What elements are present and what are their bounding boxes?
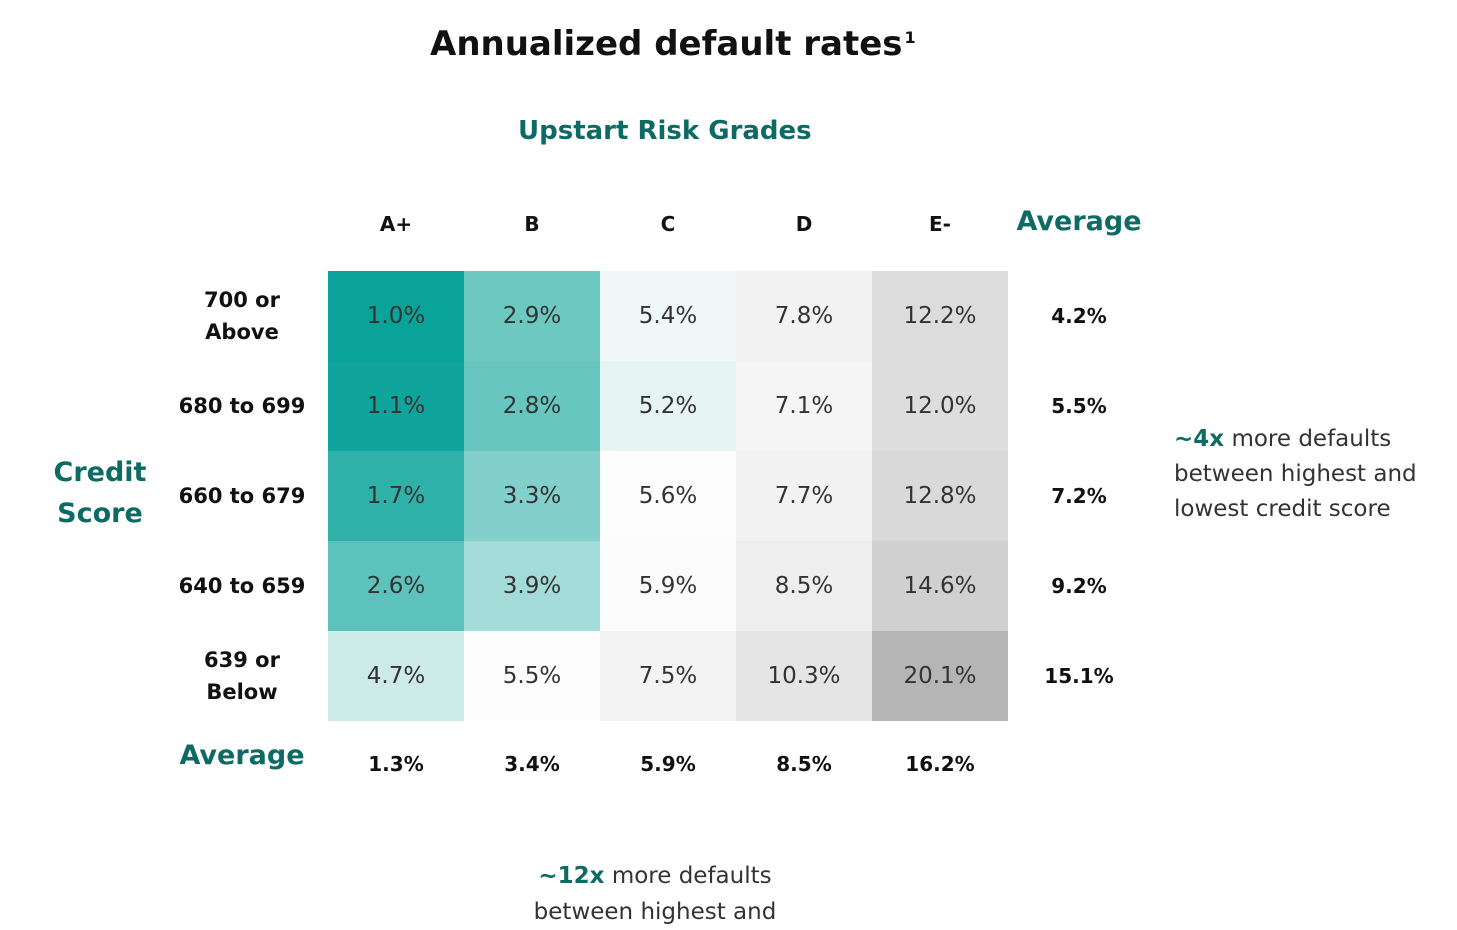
column-header: B	[524, 212, 540, 236]
row-average: 9.2%	[1051, 574, 1107, 598]
row-label-line: 700 or	[204, 288, 280, 312]
column-header: D	[795, 212, 813, 236]
heatmap-cell: 5.9%	[600, 541, 736, 631]
heatmap-cell: 12.0%	[872, 361, 1008, 451]
column-average: 16.2%	[905, 752, 975, 776]
heatmap-cell: 8.5%	[736, 541, 872, 631]
heatmap-cell: 10.3%	[736, 631, 872, 721]
row-label-line: 680 to 699	[178, 394, 306, 418]
annotation-bottom-rest: between highest and	[533, 899, 777, 925]
row-label-line: Below	[206, 680, 278, 704]
row-average: 4.2%	[1051, 304, 1107, 328]
heatmap-cell: 12.8%	[872, 451, 1008, 541]
chart-title: Annualized default rates 1	[430, 24, 916, 64]
heatmap-cell: 1.0%	[328, 271, 464, 361]
row-label-line: Above	[205, 320, 279, 344]
y-axis-title: Credit Score	[40, 452, 160, 534]
y-axis-title-line-1: Credit	[53, 457, 147, 488]
heatmap-cell: 14.6%	[872, 541, 1008, 631]
row-average: 15.1%	[1044, 664, 1114, 688]
row-label: 660 to 679	[170, 451, 314, 541]
heatmap-cell: 12.2%	[872, 271, 1008, 361]
column-header: A+	[379, 212, 413, 236]
heatmap-cell: 7.1%	[736, 361, 872, 451]
heatmap-cell: 7.8%	[736, 271, 872, 361]
row-label: 700 or Above	[170, 271, 314, 361]
heatmap-cell: 4.7%	[328, 631, 464, 721]
heatmap-cell: 5.2%	[600, 361, 736, 451]
annotation-right-rest: between highest and lowest credit score	[1174, 461, 1417, 522]
heatmap-cell: 5.6%	[600, 451, 736, 541]
average-row-label: Average	[179, 740, 305, 771]
column-header: C	[660, 212, 676, 236]
heatmap-cell: 1.1%	[328, 361, 464, 451]
heatmap-cell: 2.6%	[328, 541, 464, 631]
column-average: 1.3%	[368, 752, 424, 776]
row-label-line: 639 or	[204, 648, 280, 672]
x-axis-title: Upstart Risk Grades	[518, 116, 812, 146]
heatmap-cell: 2.8%	[464, 361, 600, 451]
row-average: 5.5%	[1051, 394, 1107, 418]
heatmap-cell: 7.5%	[600, 631, 736, 721]
annotation-right: ~4x more defaults between highest and lo…	[1174, 422, 1457, 527]
heatmap-cell: 2.9%	[464, 271, 600, 361]
heatmap-cell: 5.4%	[600, 271, 736, 361]
annotation-bottom-emphasis: ~12x	[538, 863, 605, 889]
annotation-right-emphasis: ~4x	[1174, 426, 1225, 452]
heatmap-cell: 7.7%	[736, 451, 872, 541]
row-label: 640 to 659	[170, 541, 314, 631]
annotation-right-first-line: more defaults	[1231, 426, 1392, 452]
heatmap-cell: 5.5%	[464, 631, 600, 721]
average-column-header: Average	[1016, 206, 1142, 237]
row-label: 680 to 699	[170, 361, 314, 451]
row-label: 639 or Below	[170, 631, 314, 721]
title-footnote: 1	[904, 28, 916, 47]
row-label-line: 660 to 679	[178, 484, 306, 508]
row-label-line: 640 to 659	[178, 574, 306, 598]
heatmap-cell: 1.7%	[328, 451, 464, 541]
heatmap-cell: 20.1%	[872, 631, 1008, 721]
column-average: 8.5%	[776, 752, 832, 776]
column-average: 5.9%	[640, 752, 696, 776]
y-axis-title-line-2: Score	[57, 498, 143, 529]
column-average: 3.4%	[504, 752, 560, 776]
heatmap-cell: 3.3%	[464, 451, 600, 541]
column-header: E-	[929, 212, 951, 236]
annotation-bottom: ~12x more defaults between highest and	[470, 858, 840, 930]
annotation-bottom-first-line: more defaults	[611, 863, 772, 889]
heatmap-cell: 3.9%	[464, 541, 600, 631]
row-average: 7.2%	[1051, 484, 1107, 508]
